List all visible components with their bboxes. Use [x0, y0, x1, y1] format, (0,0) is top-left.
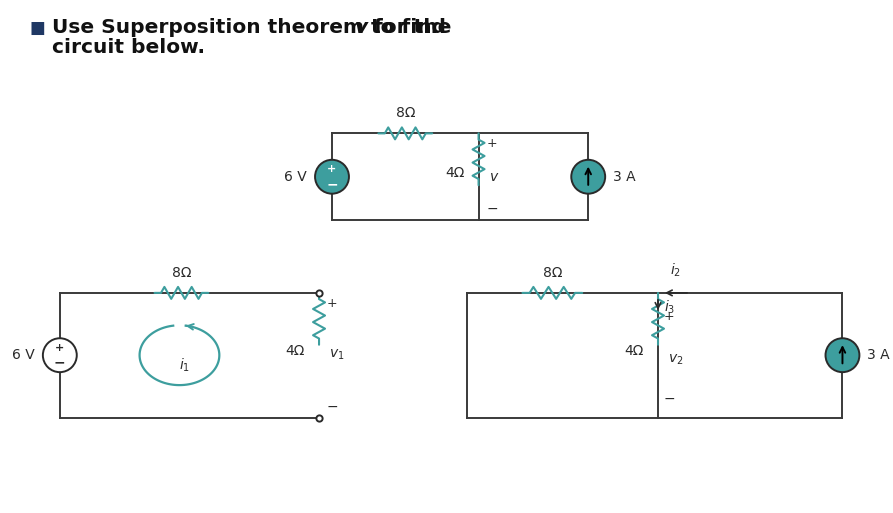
- Circle shape: [315, 160, 349, 194]
- Text: 4Ω: 4Ω: [286, 344, 305, 358]
- Text: 4Ω: 4Ω: [446, 166, 464, 180]
- Text: $i_2$: $i_2$: [671, 262, 681, 279]
- Text: 6 V: 6 V: [284, 170, 307, 184]
- Text: $v_1$: $v_1$: [329, 348, 345, 362]
- Text: circuit below.: circuit below.: [52, 37, 204, 56]
- Text: +: +: [55, 343, 64, 352]
- Text: $v$: $v$: [488, 170, 499, 184]
- Text: $i_3$: $i_3$: [664, 298, 675, 315]
- Circle shape: [572, 160, 605, 194]
- Text: 8Ω: 8Ω: [396, 106, 415, 121]
- Text: +: +: [487, 137, 497, 150]
- Text: −: −: [664, 391, 676, 406]
- Text: v: v: [355, 18, 368, 37]
- Text: 8Ω: 8Ω: [543, 266, 562, 280]
- Circle shape: [825, 338, 859, 372]
- Text: for the: for the: [367, 18, 451, 37]
- Text: 3 A: 3 A: [867, 348, 890, 362]
- Text: 4Ω: 4Ω: [625, 344, 644, 358]
- Text: 6 V: 6 V: [13, 348, 35, 362]
- Text: ■: ■: [29, 18, 46, 37]
- Text: +: +: [328, 164, 337, 174]
- Text: Use Superposition theorem to find: Use Superposition theorem to find: [52, 18, 453, 37]
- Text: $v_2$: $v_2$: [668, 353, 683, 367]
- Text: −: −: [54, 356, 65, 370]
- Circle shape: [43, 338, 77, 372]
- Text: +: +: [327, 297, 338, 310]
- Text: +: +: [664, 310, 674, 323]
- Text: 8Ω: 8Ω: [171, 266, 191, 280]
- Text: −: −: [487, 202, 498, 216]
- Text: −: −: [326, 177, 338, 191]
- Text: $i_1$: $i_1$: [179, 357, 190, 374]
- Text: −: −: [327, 400, 338, 413]
- Text: 3 A: 3 A: [613, 170, 636, 184]
